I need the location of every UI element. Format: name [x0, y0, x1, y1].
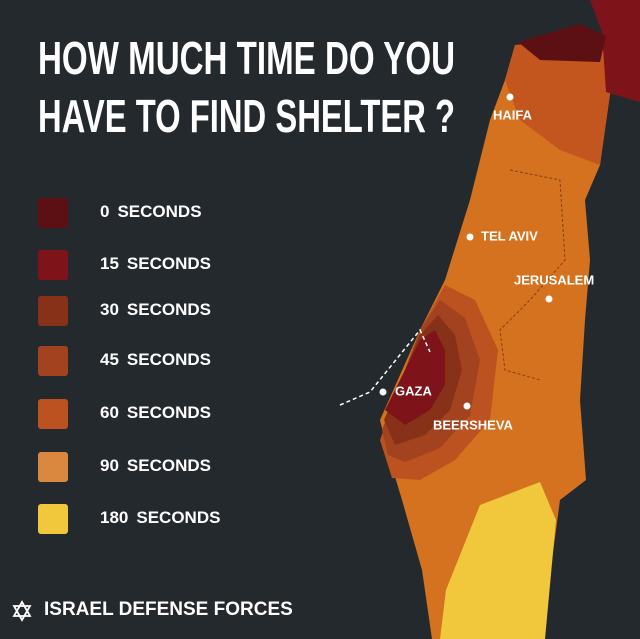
legend-swatch [38, 452, 68, 482]
legend-swatch [38, 399, 68, 429]
legend-value: 90 [100, 456, 119, 475]
legend-value: 15 [100, 254, 119, 273]
legend-value: 60 [100, 403, 119, 422]
legend-swatch [38, 250, 68, 280]
map [339, 0, 640, 639]
legend-label: 180 SECONDS [100, 508, 220, 527]
legend-unit: SECONDS [127, 350, 211, 369]
region-north [505, 40, 612, 165]
legend-unit: SECONDS [127, 254, 211, 273]
north-0 [518, 24, 606, 62]
west-bank-border [499, 169, 566, 381]
title-line: HOW MUCH TIME DO YOU [38, 32, 455, 84]
gaza-border [339, 328, 431, 406]
city-dot [545, 295, 553, 303]
north-15 [590, 0, 640, 102]
legend-label: 90 SECONDS [100, 456, 211, 475]
legend-value: 0 [100, 202, 109, 221]
legend-unit: SECONDS [136, 508, 220, 527]
gaza-ring-15 [385, 330, 445, 425]
region-60 [380, 40, 612, 639]
legend-swatch [38, 346, 68, 376]
legend-item: 15 SECONDS [38, 250, 211, 280]
title-line: HAVE TO FIND SHELTER ? [38, 90, 455, 142]
legend-unit: SECONDS [127, 456, 211, 475]
legend-unit: SECONDS [127, 300, 211, 319]
title: HOW MUCH TIME DO YOU HAVE TO FIND SHELTER… [38, 32, 455, 142]
legend-swatch [38, 198, 68, 228]
city-dot [506, 93, 514, 101]
city-dot [463, 402, 471, 410]
city-labels: HAIFA TEL AVIV JERUSALEM GAZA BEERSHEVA [379, 93, 594, 432]
legend-label: 15 SECONDS [100, 254, 211, 273]
legend-item: 0 SECONDS [38, 198, 202, 228]
city-dot [466, 233, 474, 241]
legend-label: 60 SECONDS [100, 403, 211, 422]
legend-item: 180 SECONDS [38, 504, 220, 534]
legend-item: 60 SECONDS [38, 399, 211, 429]
legend-label: 45 SECONDS [100, 350, 211, 369]
legend-value: 45 [100, 350, 119, 369]
footer: ISRAEL DEFENSE FORCES [12, 599, 293, 622]
legend-item: 30 SECONDS [38, 296, 211, 326]
legend-unit: SECONDS [117, 202, 201, 221]
city-label: TEL AVIV [481, 228, 538, 243]
legend-unit: SECONDS [127, 403, 211, 422]
footer-text: ISRAEL DEFENSE FORCES [44, 599, 293, 620]
legend: 0 SECONDS 15 SECONDS 30 SECONDS 45 SECONDS 60 SEC… [38, 198, 220, 534]
city-label: JERUSALEM [514, 272, 594, 287]
legend-value: 30 [100, 300, 119, 319]
legend-label: 30 SECONDS [100, 300, 211, 319]
legend-value: 180 [100, 508, 128, 527]
region-180 [440, 482, 556, 639]
city-dot [379, 388, 387, 396]
city-label: BEERSHEVA [433, 417, 514, 432]
legend-item: 45 SECONDS [38, 346, 211, 376]
legend-item: 90 SECONDS [38, 452, 211, 482]
idf-logo [12, 600, 32, 622]
city-label: GAZA [395, 383, 432, 398]
legend-swatch [38, 296, 68, 326]
legend-swatch [38, 504, 68, 534]
legend-label: 0 SECONDS [100, 202, 202, 221]
city-label: HAIFA [493, 107, 533, 122]
